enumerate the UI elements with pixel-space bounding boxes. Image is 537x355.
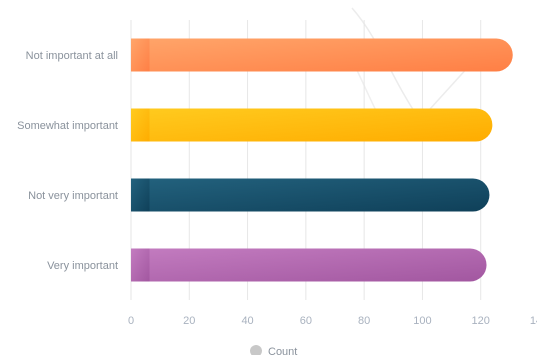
legend-label[interactable]: Count [268,346,297,355]
x-tick-label: 20 [183,315,195,327]
category-label: Very important [47,260,118,272]
x-tick-label: 120 [472,315,490,327]
bar[interactable] [131,108,493,142]
bar-left-edge [131,38,150,72]
category-label: Not important at all [26,50,118,62]
bar-left-edge [131,108,150,142]
x-tick-label: 0 [128,315,134,327]
x-axis-ticks: 0 20 40 60 80 100 120 140 [128,315,537,327]
category-label: Not very important [28,190,118,202]
x-tick-label: 40 [241,315,253,327]
category-labels: Not important at all Somewhat important No… [17,50,118,272]
legend[interactable]: Count [250,345,297,355]
bar[interactable] [131,178,490,212]
x-tick-label: 100 [413,315,431,327]
bars [131,38,513,282]
bar[interactable] [131,38,513,72]
bar-left-edge [131,248,150,282]
bar-left-edge [131,178,150,212]
x-tick-label: 60 [300,315,312,327]
bar[interactable] [131,248,487,282]
category-label: Somewhat important [17,120,118,132]
legend-marker[interactable] [250,345,262,355]
x-tick-label: 140 [530,315,537,327]
x-tick-label: 80 [358,315,370,327]
